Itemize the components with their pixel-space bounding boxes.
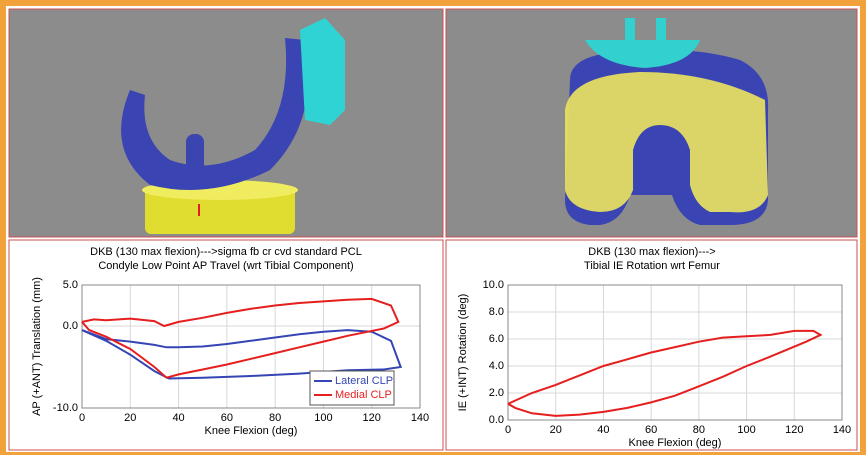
x-tick-label: 20: [124, 412, 136, 424]
peg: [625, 18, 635, 40]
legend-label: Medial CLP: [335, 389, 392, 401]
x-tick-label: 140: [411, 412, 429, 424]
front-view: [446, 9, 857, 237]
y-tick-label: 10.0: [483, 279, 504, 291]
y-tick-label: 5.0: [63, 279, 78, 291]
y-tick-label: 2.0: [489, 387, 504, 399]
x-tick-label: 100: [314, 412, 332, 424]
y-tick-label: -10.0: [53, 402, 78, 414]
y-tick-label: 0.0: [63, 320, 78, 332]
x-axis-label: Knee Flexion (deg): [205, 425, 298, 437]
x-tick-label: 140: [833, 424, 851, 436]
y-tick-label: 0.0: [489, 414, 504, 426]
page: DKB (130 max flexion)--->sigma fb cr cvd…: [0, 0, 866, 455]
x-tick-label: 120: [363, 412, 381, 424]
x-tick-label: 100: [737, 424, 755, 436]
peg: [656, 18, 666, 40]
screen: DKB (130 max flexion)--->sigma fb cr cvd…: [0, 0, 866, 455]
y-tick-label: 6.0: [489, 333, 504, 345]
side-view: [9, 9, 443, 237]
x-tick-label: 40: [172, 412, 184, 424]
chart-title: DKB (130 max flexion)--->: [588, 246, 715, 258]
x-tick-label: 80: [693, 424, 705, 436]
x-tick-label: 40: [597, 424, 609, 436]
x-tick-label: 60: [221, 412, 233, 424]
y-axis-label: AP (+ANT) Translation (mm): [31, 277, 43, 416]
y-tick-label: 4.0: [489, 360, 504, 372]
chart-title: DKB (130 max flexion)--->sigma fb cr cvd…: [90, 246, 362, 258]
x-tick-label: 80: [269, 412, 281, 424]
x-tick-label: 0: [79, 412, 85, 424]
x-tick-label: 120: [785, 424, 803, 436]
chart-subtitle: Condyle Low Point AP Travel (wrt Tibial …: [98, 260, 353, 272]
patella: [300, 18, 345, 125]
x-tick-label: 0: [505, 424, 511, 436]
x-axis-label: Knee Flexion (deg): [629, 437, 722, 449]
y-axis-label: IE (+INT) Rotation (deg): [457, 294, 469, 412]
chart-subtitle: Tibial IE Rotation wrt Femur: [584, 260, 720, 272]
y-tick-label: 8.0: [489, 306, 504, 318]
x-tick-label: 60: [645, 424, 657, 436]
x-tick-label: 20: [550, 424, 562, 436]
legend-label: Lateral CLP: [335, 375, 393, 387]
